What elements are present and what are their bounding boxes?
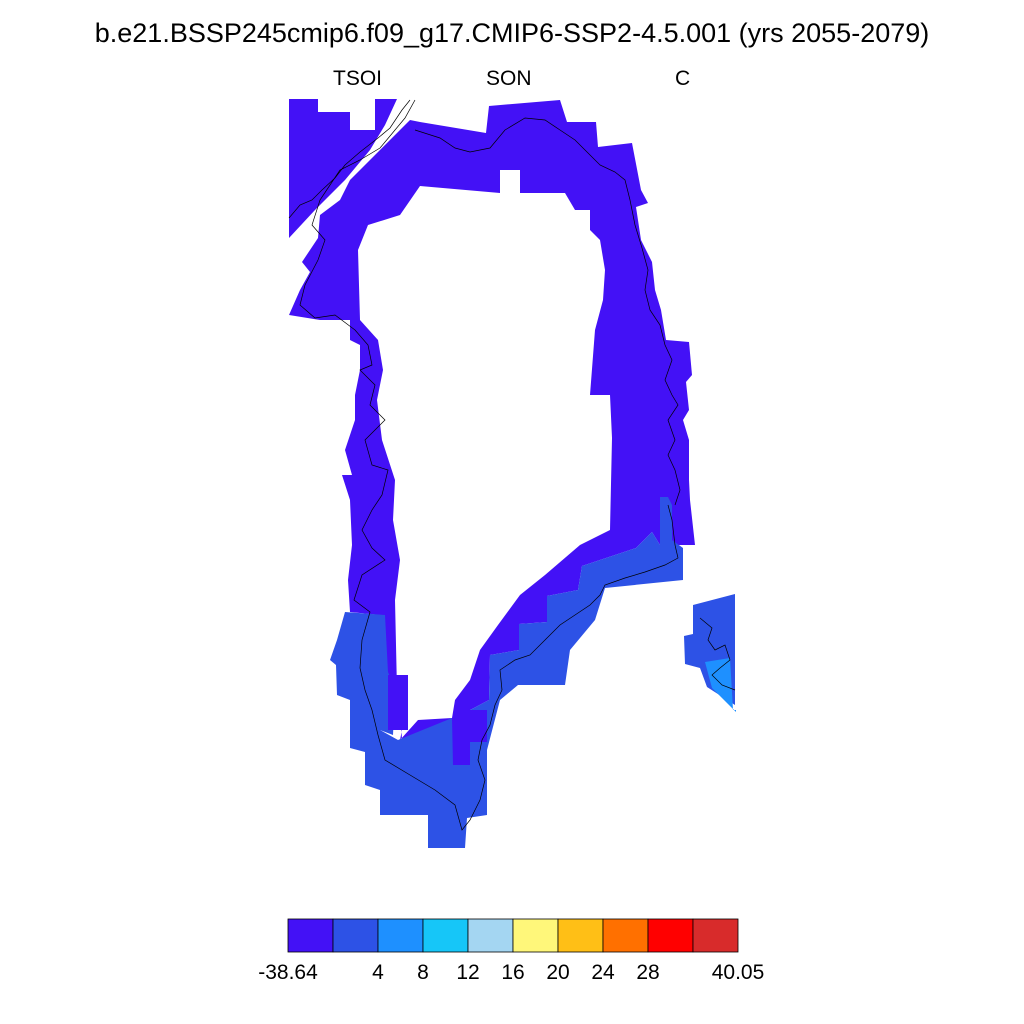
colorbar-swatch-0	[287, 918, 334, 953]
season-label: SON	[486, 67, 532, 90]
units-label: C	[675, 67, 691, 90]
coastline-west	[299, 99, 679, 831]
colorbar-swatch-7	[602, 918, 649, 953]
colorbar-swatch-6	[557, 918, 604, 953]
colorbar-swatch-1	[332, 918, 379, 953]
greenland-ring-cold	[289, 100, 695, 765]
colorbar-label-2: 8	[417, 961, 429, 984]
colorbar-swatch-8	[647, 918, 694, 953]
colorbar-label-1: 4	[372, 961, 384, 984]
coastline-north	[414, 117, 681, 506]
colorbar-label-4: 16	[501, 961, 525, 984]
greenland-south-cool	[330, 497, 683, 848]
colorbar-label-7: 28	[636, 961, 660, 984]
plot-title: b.e21.BSSP245cmip6.f09_g17.CMIP6-SSP2-4.…	[94, 18, 930, 48]
south-cold-cell-1	[388, 675, 408, 730]
variable-label: TSOI	[333, 67, 383, 90]
colorbar-swatch-5	[512, 918, 559, 953]
colorbar-swatch-3	[422, 918, 469, 953]
south-cold-cell-3	[453, 738, 470, 765]
greenland-field	[289, 99, 736, 848]
colorbar-label-8: 40.05	[711, 961, 765, 984]
colorbar-swatch-9	[692, 918, 739, 953]
colorbar-label-6: 24	[591, 961, 615, 984]
coastline-east-fragment	[699, 617, 736, 691]
south-cold-cell-2	[470, 710, 487, 742]
colorbar-label-3: 12	[456, 961, 480, 984]
east-fragment-mild	[705, 658, 736, 712]
colorbar-swatch-2	[377, 918, 424, 953]
coastline	[288, 99, 736, 831]
colorbar-swatch-4	[467, 918, 514, 953]
colorbar-label-5: 20	[546, 961, 570, 984]
colorbar-label-0: -38.64	[258, 961, 318, 984]
coastline-northwest	[288, 99, 411, 219]
